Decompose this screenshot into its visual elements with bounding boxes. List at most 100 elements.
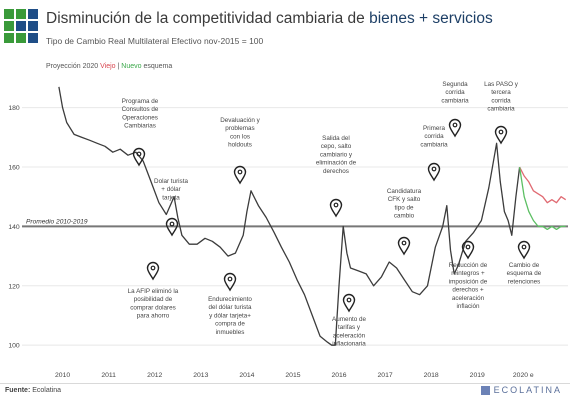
projection-old-line xyxy=(519,166,567,204)
annotation-line: tarifas y xyxy=(338,324,361,331)
annotation-line: cepo, salto xyxy=(321,143,352,150)
annotation-line: del dólar turista xyxy=(208,304,252,311)
legend-suffix: esquema xyxy=(141,63,173,70)
x-tick-label: 2014 xyxy=(239,372,254,379)
map-pin-shape xyxy=(165,217,179,237)
map-pin-shape xyxy=(397,236,411,256)
annotation-label: Segunda corrida cambiaria xyxy=(441,81,469,104)
map-pin-icon xyxy=(448,118,462,138)
annotation-line: cambio xyxy=(394,213,415,220)
annotation-line: tarjeta xyxy=(162,194,180,201)
map-pin-shape xyxy=(233,165,247,185)
annotation-line: comprar dolares xyxy=(130,304,176,311)
annotation-line: derechos + xyxy=(452,287,484,294)
annotation-label: La AFIP eliminó la posibilidad de comprar … xyxy=(128,288,179,320)
x-tick-label: 2017 xyxy=(378,372,393,379)
map-pin-dot xyxy=(465,244,471,250)
annotation-line: inmuebles xyxy=(216,329,245,336)
map-pin-icon xyxy=(397,236,411,256)
title-highlight: bienes + servicios xyxy=(369,10,493,27)
annotation-line: eliminación de xyxy=(316,160,357,167)
x-tick-label: 2013 xyxy=(193,372,208,379)
y-tick-label: 180 xyxy=(8,105,20,112)
map-pin-icon xyxy=(165,217,179,237)
map-pin-dot xyxy=(498,129,504,135)
annotation-line: Devaluación y xyxy=(220,117,260,124)
x-tick-label: 2012 xyxy=(147,372,162,379)
map-pin-icon xyxy=(342,293,356,313)
x-tick-label: 2011 xyxy=(101,372,116,379)
map-pin-shape xyxy=(517,240,531,260)
annotation-line: La AFIP eliminó la xyxy=(128,288,179,295)
map-pin-shape xyxy=(448,118,462,138)
title-prefix: Disminución de la competitividad cambiar… xyxy=(46,10,370,27)
annotation-line: Segunda xyxy=(442,81,468,88)
annotation-line: reintegros + xyxy=(451,270,485,277)
annotation-line: Dolar turista xyxy=(154,178,188,185)
page-subtitle: Tipo de Cambio Real Multilateral Efectiv… xyxy=(46,36,264,46)
annotation-label: Salida del cepo, salto cambiario y eliminac… xyxy=(316,135,357,175)
map-pin-shape xyxy=(427,162,441,182)
annotation-line: Las PASO y xyxy=(484,81,519,88)
annotation-label: Primera corrida cambiaria xyxy=(420,125,448,148)
annotation-line: corrida xyxy=(424,133,444,140)
annotation-line: Cambiarias xyxy=(124,123,156,130)
average-line-label: Promedio 2010-2019 xyxy=(26,218,88,225)
annotation-line: Operaciones xyxy=(122,114,158,121)
annotation-line: posibilidad de xyxy=(134,296,173,303)
annotation-line: CFK y salto xyxy=(388,196,421,203)
annotation-line: Cambio de xyxy=(509,262,540,269)
map-pin-dot xyxy=(431,166,437,172)
map-pin-dot xyxy=(169,221,175,227)
map-pin-shape xyxy=(461,240,475,260)
annotation-label: Candidatura CFK y salto tipo de cambio xyxy=(387,188,422,220)
annotation-label: Endurecimiento del dólar turista y dólar t… xyxy=(208,296,252,336)
annotation-line: tipo de xyxy=(395,204,414,211)
annotation-line: inflacionaria xyxy=(332,341,366,348)
annotation-line: con los xyxy=(230,133,250,140)
x-tick-label: 2015 xyxy=(285,372,300,379)
map-pin-dot xyxy=(150,265,156,271)
annotation-line: Consultos de xyxy=(122,106,159,113)
legend-separator: | xyxy=(115,63,122,70)
annotation-line: tercera xyxy=(491,89,511,96)
source-label: Fuente: xyxy=(5,387,31,394)
map-pin-icon xyxy=(146,261,160,281)
annotation-line: Aumento de xyxy=(332,316,366,323)
map-pin-icon xyxy=(494,125,508,145)
annotation-line: y dólar tarjeta+ xyxy=(209,312,251,319)
brand-name: ECOLATINA xyxy=(493,385,562,395)
annotation-label: Aumento de tarifas y aceleración inflaciona… xyxy=(332,316,366,348)
map-pin-dot xyxy=(136,151,142,157)
annotation-line: aceleración xyxy=(452,295,485,302)
legend-old: Viejo xyxy=(100,63,116,70)
brand-mark-icon xyxy=(480,385,490,395)
chart-legend: Proyección 2020 Viejo | Nuevo esquema xyxy=(46,63,172,70)
annotation-line: Endurecimiento xyxy=(208,296,252,303)
y-tick-label: 160 xyxy=(8,165,20,172)
annotation-line: Programa de xyxy=(122,98,159,105)
map-pin-shape xyxy=(329,198,343,218)
y-tick-label: 140 xyxy=(8,224,20,231)
brand-logo-icon xyxy=(4,9,38,43)
map-pin-icon xyxy=(461,240,475,260)
annotation-line: problemas xyxy=(225,125,254,132)
x-tick-label: 2020 e xyxy=(513,372,534,379)
x-tick-label: 2010 xyxy=(55,372,70,379)
map-pin-dot xyxy=(452,122,458,128)
page-title: Disminución de la competitividad cambiar… xyxy=(46,10,493,28)
map-pin-dot xyxy=(346,297,352,303)
annotation-line: compra de xyxy=(215,321,245,328)
annotation-line: imposición de xyxy=(449,278,488,285)
annotation-line: inflación xyxy=(456,303,480,310)
annotation-line: cambiaria xyxy=(487,106,515,113)
annotation-line: Salida del xyxy=(322,135,350,142)
annotation-line: para ahorro xyxy=(137,313,170,320)
map-pin-shape xyxy=(132,147,146,167)
x-tick-label: 2018 xyxy=(424,372,439,379)
map-pin-icon xyxy=(329,198,343,218)
annotation-line: Primera xyxy=(423,125,446,132)
annotation-line: Candidatura xyxy=(387,188,422,195)
annotation-line: holdouts xyxy=(228,142,252,149)
annotation-line: cambiaria xyxy=(420,141,448,148)
